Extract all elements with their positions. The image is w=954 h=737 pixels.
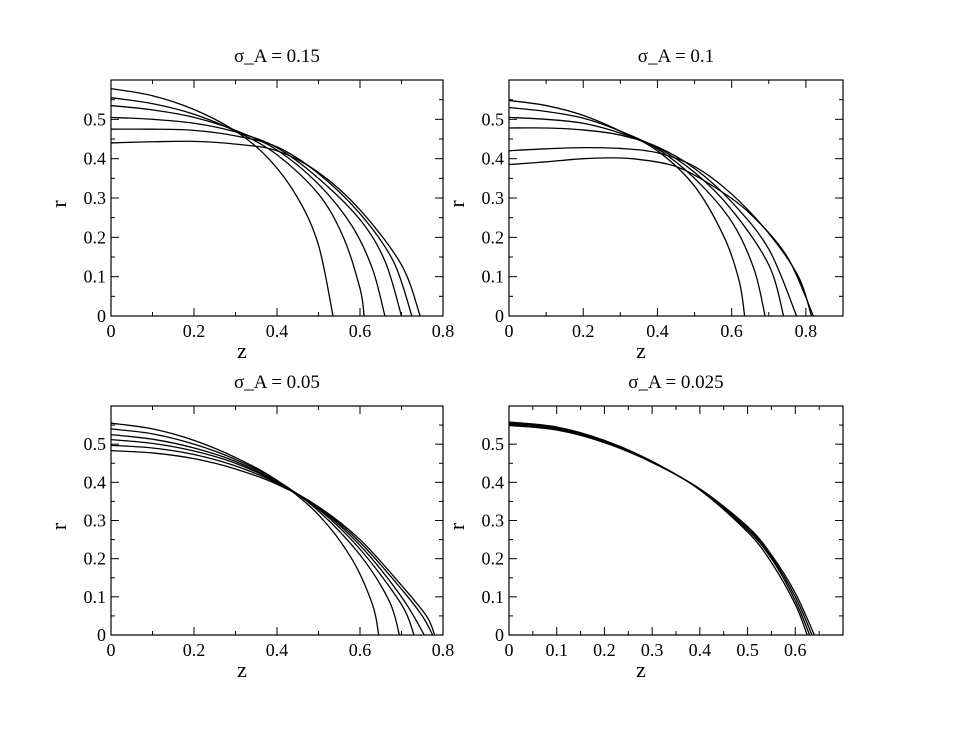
series-line-3 [110,433,415,636]
y-tick-label: 0.3 [482,511,505,531]
series-line-3 [110,104,386,317]
series-line-2 [110,97,365,317]
x-axis-label: z [636,657,646,682]
x-tick-label: 0.4 [689,640,712,660]
x-tick-label: 0.8 [432,640,455,660]
y-tick-label: 0 [495,625,504,645]
y-axis-label: r [46,522,71,530]
x-tick-label: 0.3 [641,640,664,660]
series-line-3 [508,423,813,636]
y-tick-label: 0.2 [482,549,505,569]
x-tick-label: 0.6 [349,640,372,660]
y-tick-label: 0.4 [84,149,107,169]
x-tick-label: 0.4 [646,321,669,341]
x-tick-label: 0.8 [795,321,818,341]
y-axis-label: r [444,522,469,530]
y-tick-label: 0.4 [482,472,505,492]
chart-panel-3: σ_A = 0.05 0 0.2 0.4 0.6 0.8 0 0.1 0.2 0.3 0.4 0.5 z… [46,372,454,682]
y-tick-label: 0.1 [482,267,505,287]
series-line-1 [508,99,746,317]
x-tick-label: 0 [505,640,514,660]
x-tick-label: 0 [107,640,116,660]
series-group [508,99,814,317]
chart-panel-1: σ_A = 0.15 0 0.2 0.4 0.6 0.8 0 0.1 0.2 0.3 0.4 0.5 z… [46,46,454,363]
chart-title: σ_A = 0.025 [628,372,723,393]
y-axis-label: r [444,200,469,208]
y-tick-label: 0.5 [84,434,107,454]
series-line-5 [508,146,813,317]
x-axis-label: z [237,338,247,363]
plot-frame [508,79,844,317]
x-axis-label: z [237,657,247,682]
x-tick-label: 0.2 [183,321,206,341]
y-tick-label: 0.5 [482,434,505,454]
series-line-1 [110,422,380,636]
series-group [508,421,815,636]
y-tick-label: 0.2 [482,227,505,247]
series-line-6 [110,450,436,636]
x-tick-label: 0.6 [784,640,807,660]
chart-title: σ_A = 0.15 [234,46,320,67]
series-line-2 [508,422,811,636]
series-line-4 [508,424,815,636]
x-tick-label: 0 [107,321,116,341]
series-line-1 [110,88,334,317]
x-axis-label: z [636,338,646,363]
series-line-6 [508,157,814,317]
series-group [110,88,421,317]
y-tick-label: 0.5 [482,109,505,129]
x-tick-label: 0.1 [545,640,568,660]
x-tick-label: 0.2 [593,640,616,660]
y-tick-label: 0.3 [84,511,107,531]
chart-panel-2: σ_A = 0.1 0 0.2 0.4 0.6 0.8 0 0.1 0.2 0.3 0.4 0.5 z r [444,46,844,363]
x-tick-label: 0.4 [266,321,289,341]
series-line-5 [110,128,413,317]
series-line-4 [508,127,798,317]
y-tick-label: 0.3 [84,188,107,208]
series-group [110,422,436,636]
x-tick-label: 0.5 [736,640,759,660]
series-line-3 [508,116,785,317]
y-tick-label: 0 [495,306,504,326]
x-tick-label: 0.8 [432,321,455,341]
x-tick-label: 0.2 [572,321,595,341]
series-line-2 [110,428,401,636]
x-tick-label: 0.4 [266,640,289,660]
y-axis-label: r [46,200,71,208]
series-line-4 [110,438,425,636]
y-tick-label: 0.1 [482,587,505,607]
plot-frame [110,79,444,317]
y-tick-label: 0.1 [84,587,107,607]
series-line-5 [110,444,434,636]
series-line-2 [508,106,766,317]
y-tick-label: 0.4 [84,472,107,492]
y-tick-label: 0.5 [84,109,107,129]
y-tick-label: 0 [97,306,106,326]
series-line-1 [508,421,808,636]
x-tick-label: 0.6 [720,321,743,341]
chart-panel-4: σ_A = 0.025 0 0.1 0.2 0.3 0.4 0.5 0.6 0 0.1 0.2 0.3… [444,372,844,682]
y-tick-label: 0.2 [84,549,107,569]
series-line-6 [110,140,421,317]
y-tick-label: 0.3 [482,188,505,208]
x-tick-label: 0 [505,321,514,341]
y-tick-label: 0.2 [84,227,107,247]
x-tick-label: 0.2 [183,640,206,660]
chart-title: σ_A = 0.1 [638,46,714,67]
chart-title: σ_A = 0.05 [234,372,320,393]
x-tick-label: 0.6 [349,321,372,341]
y-tick-label: 0 [97,625,106,645]
y-tick-label: 0.1 [84,267,107,287]
y-tick-label: 0.4 [482,149,505,169]
series-line-4 [110,116,403,317]
